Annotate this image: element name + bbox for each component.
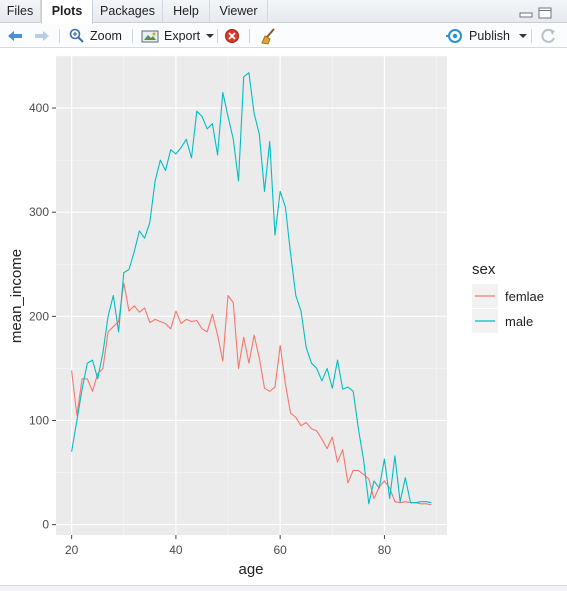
legend-label-femlae: femlae (505, 289, 544, 304)
toolbar-divider (249, 29, 250, 43)
tab-help[interactable]: Help (163, 0, 210, 23)
tab-packages[interactable]: Packages (93, 0, 163, 23)
legend: sex femlae male (472, 261, 544, 333)
pane-tab-bar: Files Plots Packages Help Viewer (0, 0, 567, 24)
x-tick-label: 40 (169, 543, 183, 557)
chevron-down-icon (519, 34, 527, 38)
forward-arrow-icon[interactable] (33, 24, 51, 48)
plots-toolbar: Zoom Export Publish (0, 24, 567, 48)
minimize-pane-icon[interactable] (519, 6, 533, 18)
plot-viewer: 20 40 60 80 0 100 200 300 400 age mean_income se… (0, 49, 567, 585)
legend-label-male: male (505, 314, 533, 329)
toolbar-divider (132, 29, 133, 43)
tab-files[interactable]: Files (0, 0, 41, 23)
legend-title: sex (472, 261, 496, 278)
toolbar-divider (217, 29, 218, 43)
export-button[interactable]: Export (141, 24, 215, 48)
y-axis-title: mean_income (8, 249, 25, 343)
export-label: Export (164, 29, 201, 43)
axes: 20 40 60 80 0 100 200 300 400 (29, 101, 391, 557)
chevron-down-icon (206, 34, 215, 38)
refresh-icon[interactable] (540, 24, 558, 48)
line-chart: 20 40 60 80 0 100 200 300 400 age mean_income se… (8, 55, 544, 578)
y-tick-label: 100 (29, 413, 49, 427)
publish-label: Publish (469, 29, 510, 43)
y-tick-label: 0 (42, 518, 49, 532)
publish-button[interactable]: Publish (445, 24, 528, 48)
toolbar-divider (59, 29, 60, 43)
y-tick-label: 400 (29, 101, 49, 115)
pane-bottom-border (0, 585, 567, 591)
publish-icon (446, 29, 462, 43)
tab-viewer[interactable]: Viewer (210, 0, 268, 23)
series-line-male (71, 72, 432, 505)
back-arrow-icon[interactable] (6, 24, 24, 48)
export-image-icon (141, 30, 159, 43)
toolbar-divider (531, 29, 532, 43)
legend-item-male: male (472, 309, 533, 333)
legend-item-femlae: femlae (472, 284, 544, 308)
zoom-button[interactable]: Zoom (68, 24, 122, 48)
y-tick-label: 200 (29, 309, 49, 323)
broom-clear-all-icon[interactable] (259, 24, 277, 48)
zoom-label: Zoom (90, 29, 122, 43)
series-lines (71, 72, 432, 506)
maximize-pane-icon[interactable] (538, 6, 552, 19)
remove-plot-icon[interactable] (224, 24, 240, 48)
x-tick-label: 80 (378, 543, 392, 557)
panel-background (56, 56, 447, 535)
major-gridlines (56, 56, 447, 535)
zoom-magnifier-icon (69, 28, 84, 43)
x-tick-label: 20 (65, 543, 79, 557)
series-line-femlae (71, 282, 432, 506)
tab-plots[interactable]: Plots (41, 0, 93, 24)
x-tick-label: 60 (273, 543, 287, 557)
y-tick-label: 300 (29, 205, 49, 219)
x-axis-title: age (238, 561, 263, 578)
